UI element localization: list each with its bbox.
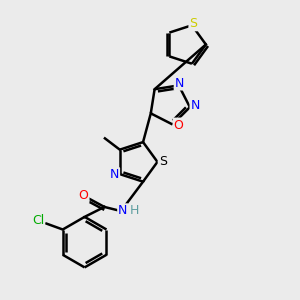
Text: H: H: [130, 204, 140, 217]
Text: S: S: [159, 155, 167, 168]
Text: O: O: [79, 189, 88, 202]
Text: N: N: [175, 76, 184, 89]
Text: N: N: [190, 99, 200, 112]
Text: N: N: [118, 204, 128, 217]
Text: N: N: [110, 168, 119, 181]
Text: Cl: Cl: [32, 214, 44, 227]
Text: O: O: [174, 118, 184, 132]
Text: S: S: [189, 17, 197, 30]
